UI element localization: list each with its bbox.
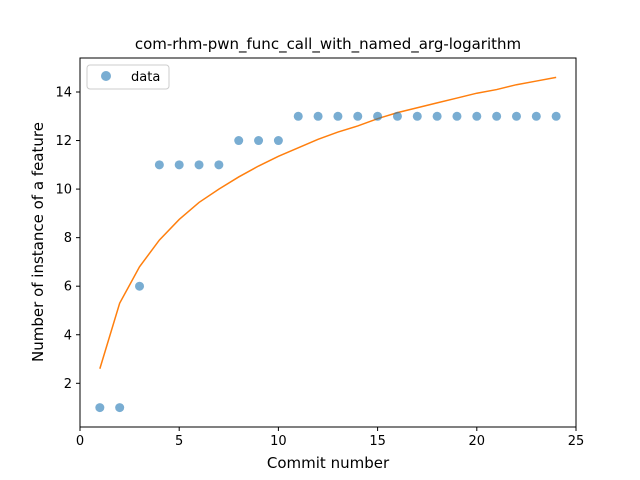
data-point: [95, 403, 105, 413]
y-tick-label: 4: [64, 328, 72, 343]
data-point: [273, 136, 283, 146]
data-point: [353, 111, 363, 121]
y-tick-label: 6: [64, 280, 72, 295]
axes-frame: [79, 57, 577, 428]
legend-label-data: data: [131, 70, 160, 85]
data-point: [511, 111, 521, 121]
data-point: [234, 136, 244, 146]
data-point: [551, 111, 561, 121]
x-tick-label: 10: [270, 434, 287, 449]
x-axis: 0 5 10 15 20 25: [76, 427, 584, 449]
x-tick-label: 25: [568, 434, 585, 449]
fit-line: [99, 76, 557, 369]
x-tick-label: 20: [469, 434, 486, 449]
data-point: [154, 160, 164, 170]
data-point: [115, 403, 125, 413]
data-point: [452, 111, 462, 121]
y-tick-label: 8: [64, 231, 72, 246]
data-point: [254, 136, 264, 146]
data-point: [432, 111, 442, 121]
y-tick-label: 10: [55, 183, 72, 198]
plot-area: [95, 76, 561, 413]
data-point: [492, 111, 502, 121]
data-point: [373, 111, 383, 121]
data-point: [174, 160, 184, 170]
y-axis-label: Number of instance of a feature: [29, 122, 47, 362]
legend: data: [86, 64, 170, 90]
legend-marker-data: [101, 71, 111, 81]
y-tick-label: 14: [55, 85, 72, 100]
data-point: [333, 111, 343, 121]
data-point: [214, 160, 224, 170]
x-tick-label: 5: [175, 434, 183, 449]
data-point: [293, 111, 303, 121]
data-point: [194, 160, 204, 170]
y-axis: 2 4 6 8 10 12 14: [55, 85, 80, 392]
x-tick-label: 15: [369, 434, 386, 449]
y-tick-label: 2: [64, 377, 72, 392]
chart-title: com-rhm-pwn_func_call_with_named_arg-log…: [135, 35, 521, 54]
x-tick-label: 0: [76, 434, 84, 449]
x-axis-label: Commit number: [267, 454, 390, 472]
data-point: [313, 111, 323, 121]
y-tick-label: 12: [55, 134, 72, 149]
data-point: [531, 111, 541, 121]
data-point: [135, 281, 145, 291]
legend-box: [86, 64, 170, 90]
data-point: [412, 111, 422, 121]
data-point: [472, 111, 482, 121]
data-point: [392, 111, 402, 121]
